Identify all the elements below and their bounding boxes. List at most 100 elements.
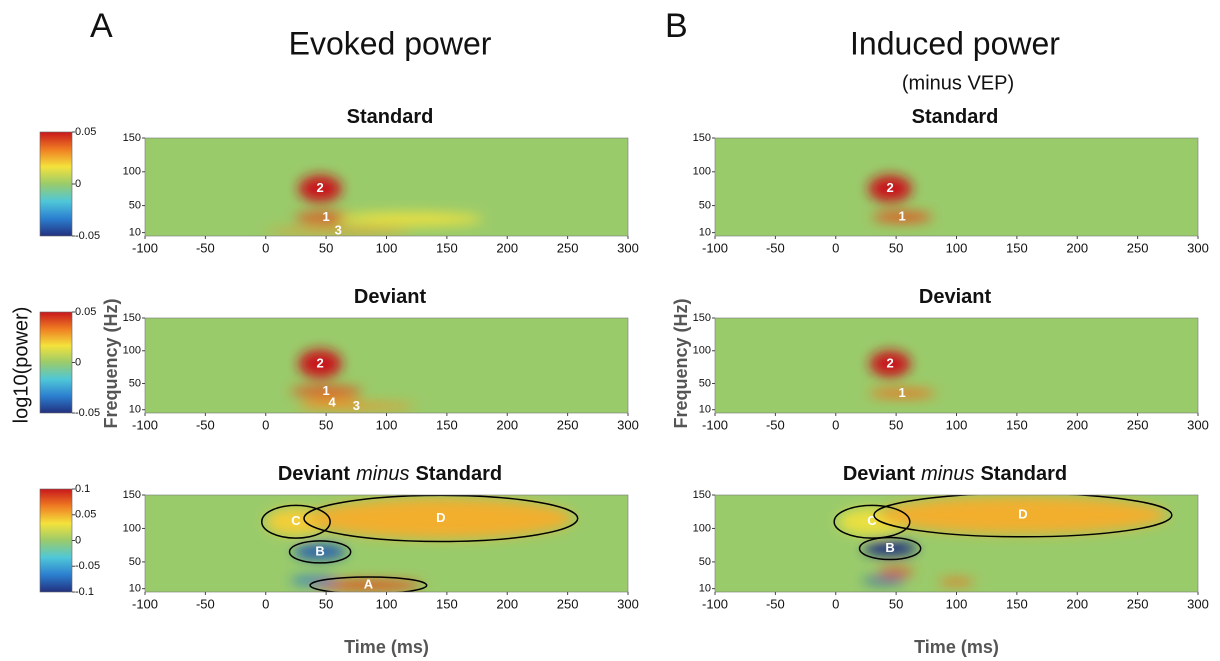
subplot-title-part: Deviant — [354, 286, 427, 308]
y-tick-label: 50 — [129, 199, 141, 211]
colorbar-tick-label: 0.05 — [75, 126, 96, 138]
heatmap-blob — [298, 349, 342, 379]
heatmap-blob — [938, 578, 975, 586]
x-tick-label: -50 — [196, 240, 215, 255]
x-tick-label: 100 — [946, 596, 968, 611]
heatmap-blob — [862, 577, 906, 584]
colorbar-tick-label: -0.05 — [75, 560, 100, 572]
blob-label: 1 — [323, 209, 330, 224]
x-tick-label: 250 — [1127, 596, 1149, 611]
x-tick-label: 50 — [319, 596, 333, 611]
x-tick-label: 300 — [617, 596, 639, 611]
blob-label: D — [1018, 507, 1027, 522]
y-tick-label: 150 — [123, 489, 141, 501]
blob-label: B — [885, 540, 894, 555]
y-tick-label: 50 — [699, 556, 711, 568]
heatmap-blobs — [868, 350, 936, 398]
subplot-title-part: Standard — [912, 106, 999, 128]
heatmap-blobs — [265, 498, 574, 591]
x-tick-label: 250 — [1127, 240, 1149, 255]
x-tick-label: 300 — [617, 417, 639, 432]
subplot-title-part: Deviant — [919, 286, 992, 308]
x-tick-label: 300 — [1187, 596, 1209, 611]
x-tick-label: 50 — [889, 240, 903, 255]
x-tick-label: 50 — [319, 240, 333, 255]
colorbar-tick-label: 0.1 — [75, 483, 90, 495]
panel-subtitle: (minus VEP) — [902, 72, 1014, 94]
x-tick-label: -100 — [132, 596, 158, 611]
y-axis-label: Frequency (Hz) — [101, 298, 121, 428]
cluster-outline — [288, 540, 352, 564]
colorbar — [39, 488, 73, 593]
x-tick-label: -50 — [766, 417, 785, 432]
heatmap-blobs — [868, 175, 933, 223]
x-tick-label: 200 — [1066, 417, 1088, 432]
x-tick-label: 150 — [436, 240, 458, 255]
y-tick-label: 50 — [129, 377, 141, 389]
x-tick-label: 0 — [832, 240, 839, 255]
x-axis-label: Time (ms) — [344, 637, 429, 657]
heatmap-blobs — [838, 496, 1168, 586]
heatmap: C D B — [715, 495, 1198, 592]
cluster-outline — [303, 495, 579, 543]
x-tick-label: 200 — [496, 240, 518, 255]
y-tick-label: 10 — [129, 227, 141, 239]
x-tick-label: 250 — [557, 596, 579, 611]
subplot-title: Deviant — [919, 286, 992, 308]
heatmap-blob — [878, 567, 915, 576]
heatmap-blob — [871, 211, 933, 223]
subplot-title-part: Standard — [980, 463, 1067, 485]
subplot-title: Deviant — [354, 286, 427, 308]
blob-label: B — [315, 543, 324, 558]
y-tick-label: 150 — [693, 312, 711, 324]
x-tick-label: 300 — [1187, 240, 1209, 255]
y-tick-label: 150 — [123, 132, 141, 144]
cluster-outline — [858, 536, 922, 561]
y-tick-label: 50 — [699, 377, 711, 389]
x-tick-label: -100 — [702, 417, 728, 432]
y-tick-label: 100 — [123, 345, 141, 357]
heatmap: 214 3 — [145, 318, 628, 413]
heatmap-blob — [289, 576, 339, 585]
subplot-title-part: minus — [921, 463, 974, 485]
y-axis-label: Frequency (Hz) — [671, 298, 691, 428]
y-tick-label: 50 — [129, 556, 141, 568]
x-tick-label: 250 — [1127, 417, 1149, 432]
subplot-title-part: minus — [356, 463, 409, 485]
heatmap-blob — [314, 579, 423, 591]
blob-label: 2 — [316, 355, 323, 370]
x-tick-label: 0 — [832, 596, 839, 611]
cluster-outline — [833, 504, 911, 539]
cluster-outline — [873, 495, 1173, 538]
blob-label: 4 — [329, 395, 337, 410]
blob-label: 1 — [899, 385, 906, 400]
y-tick-label: 50 — [699, 199, 711, 211]
heatmap-blobs — [289, 349, 417, 410]
subplot-title-part: Standard — [347, 106, 434, 128]
y-tick-label: 150 — [693, 489, 711, 501]
y-tick-label: 10 — [129, 583, 141, 595]
subplot-title: Deviant minus Standard — [843, 463, 1067, 485]
heatmap: C D B A — [145, 495, 628, 592]
y-tick-label: 100 — [123, 166, 141, 178]
heatmap-blob — [293, 543, 347, 560]
colorbar-tick-label: 0 — [75, 178, 81, 190]
blob-label: C — [291, 513, 301, 528]
x-tick-label: -50 — [196, 596, 215, 611]
subplot-title: Standard — [347, 106, 434, 128]
y-tick-label: 10 — [699, 583, 711, 595]
x-tick-label: 300 — [1187, 417, 1209, 432]
colorbar-tick-label: -0.1 — [75, 586, 94, 598]
blob-label: 1 — [323, 383, 330, 398]
y-tick-label: 10 — [129, 404, 141, 416]
heatmap-blob — [308, 498, 574, 539]
blob-label: 1 — [899, 209, 906, 224]
colorbar-tick-label: 0.05 — [75, 306, 96, 318]
heatmap: 21 — [715, 138, 1198, 236]
x-tick-label: 150 — [1006, 417, 1028, 432]
x-tick-label: 250 — [557, 417, 579, 432]
panel-title: Evoked power — [289, 25, 492, 61]
heatmap-blob — [869, 350, 911, 377]
colorbar — [39, 131, 73, 237]
